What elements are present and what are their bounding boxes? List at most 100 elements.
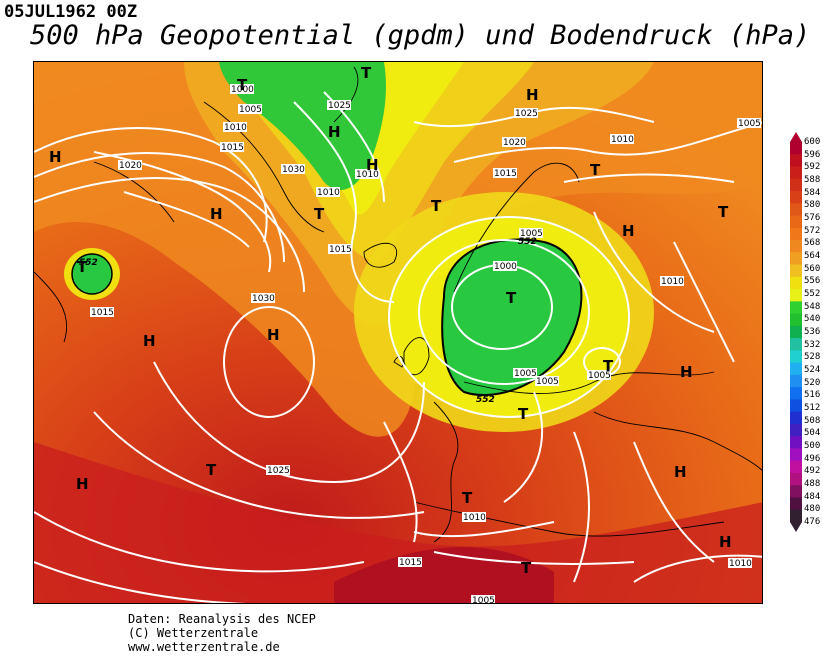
isobar-label: 1005 <box>536 377 559 387</box>
legend-swatch <box>790 387 802 400</box>
map-title: 500 hPa Geopotential (gpdm) und Bodendru… <box>30 20 811 51</box>
map-canvas: 1000 1005 1010 1015 1020 1030 1025 1010 … <box>34 62 762 603</box>
legend-tick-label: 520 <box>804 377 821 388</box>
legend-tick-label: 524 <box>804 365 821 375</box>
legend-swatch <box>790 166 802 180</box>
isobar-label: 1025 <box>267 466 290 476</box>
geopotential-label: 552 <box>518 237 537 247</box>
weather-map: 1000 1005 1010 1015 1020 1030 1025 1010 … <box>33 61 763 604</box>
legend-tick-label: 560 <box>804 263 821 274</box>
legend-swatch <box>790 191 802 204</box>
legend-tick-label: 552 <box>804 289 821 299</box>
legend-tick-label: 568 <box>804 238 821 249</box>
legend-tick-label: 484 <box>804 491 821 502</box>
isobar-label: 1020 <box>503 138 526 148</box>
legend-swatch <box>790 301 802 315</box>
isobar-label: 1010 <box>224 123 247 133</box>
legend-swatch <box>790 436 802 449</box>
isobar-label: 1010 <box>356 170 379 180</box>
legend-swatch <box>790 227 802 241</box>
low-center: T <box>603 357 614 375</box>
low-center: T <box>590 161 601 179</box>
high-center: H <box>49 148 62 166</box>
field-552-arctic <box>219 62 386 191</box>
pressure-centers: T T H H H H H T T T H T T H H T T H T T … <box>49 64 732 577</box>
legend-swatch <box>790 423 802 437</box>
isobar-label: 1005 <box>588 371 611 381</box>
low-center: T <box>314 205 325 223</box>
legend-tick-label: 588 <box>804 175 821 185</box>
legend-swatch <box>790 313 802 327</box>
legend-tick-label: 500 <box>804 441 821 451</box>
high-center: H <box>719 533 732 551</box>
isobar-label: 1010 <box>729 559 752 569</box>
isobar-label: 1030 <box>282 165 305 175</box>
legend-tick-label: 556 <box>804 276 821 287</box>
map-date: 05JUL1962 00Z <box>4 2 138 22</box>
low-center: T <box>521 559 532 577</box>
legend-tick-label: 504 <box>804 428 821 439</box>
legend-tick-label: 576 <box>804 213 821 223</box>
low-center: T <box>361 64 372 82</box>
legend-swatch <box>790 215 802 229</box>
pressure-labels: 1000 1005 1010 1015 1020 1030 1025 1010 … <box>90 84 761 603</box>
legend-swatch <box>790 240 802 253</box>
legend-tick-label: 564 <box>804 251 821 261</box>
low-center: T <box>77 258 88 276</box>
legend-swatch <box>790 264 802 278</box>
high-center: H <box>366 156 379 174</box>
isobar-label: 1010 <box>317 188 340 198</box>
legend-swatch <box>790 448 802 462</box>
isobar-label: 1010 <box>463 513 486 523</box>
credits: Daten: Reanalysis des NCEP (C) Wetterzen… <box>128 612 316 654</box>
legend-tick-label: 508 <box>804 415 821 426</box>
color-legend: 600 596 592 588 584 580 576 572 568 564 560 556 552 5… <box>786 132 822 532</box>
legend-swatch <box>790 178 802 192</box>
isobars <box>34 91 762 603</box>
isobar-label: 1015 <box>221 143 244 153</box>
legend-swatch <box>790 362 802 376</box>
legend-swatch <box>790 485 802 498</box>
isobar-label: 1010 <box>661 277 684 287</box>
low-center: T <box>718 203 729 221</box>
legend-tick-label: 496 <box>804 453 821 464</box>
legend-tick-label: 492 <box>804 466 821 477</box>
legend-tick-label: 536 <box>804 327 821 337</box>
legend-tick-label: 488 <box>804 479 821 489</box>
isobar-label: 1030 <box>252 294 275 304</box>
high-center: H <box>680 363 693 381</box>
geopotential-labels: 552 552 552 <box>79 237 537 405</box>
credits-website: www.wetterzentrale.de <box>128 640 280 654</box>
legend-tick-label: 572 <box>804 225 821 236</box>
isobar-label: 1015 <box>329 245 352 255</box>
high-center: H <box>526 86 539 104</box>
legend-tick-label: 548 <box>804 301 821 312</box>
credits-source: Daten: Reanalysis des NCEP <box>128 612 316 626</box>
isobar-label: 1010 <box>611 135 634 145</box>
legend-swatch <box>790 374 802 388</box>
high-center: H <box>622 222 635 240</box>
low-center: T <box>518 405 529 423</box>
isobar-label: 1025 <box>328 101 351 111</box>
legend-tick-label: 528 <box>804 352 821 363</box>
high-center: H <box>143 332 156 350</box>
isobar-label: 1005 <box>520 229 543 239</box>
legend-swatch <box>790 154 802 168</box>
isobar-label: 1005 <box>239 105 262 115</box>
isobar-label: 1005 <box>514 369 537 379</box>
legend-swatch <box>790 289 802 302</box>
isobar-label: 1015 <box>494 169 517 179</box>
legend-swatch <box>790 350 802 364</box>
legend-tick-label: 580 <box>804 200 821 211</box>
geopotential-label: 552 <box>79 258 98 268</box>
legend-swatch <box>790 497 802 511</box>
field-548-cutoff <box>441 238 583 396</box>
coastlines <box>34 66 762 543</box>
legend-tick-label: 516 <box>804 390 821 401</box>
high-center: H <box>76 475 89 493</box>
legend-swatch <box>790 509 802 523</box>
legend-tick-label: 592 <box>804 162 821 173</box>
isobar-label: 1005 <box>738 119 761 129</box>
low-center: T <box>462 489 473 507</box>
legend-tick-label: 512 <box>804 403 821 413</box>
